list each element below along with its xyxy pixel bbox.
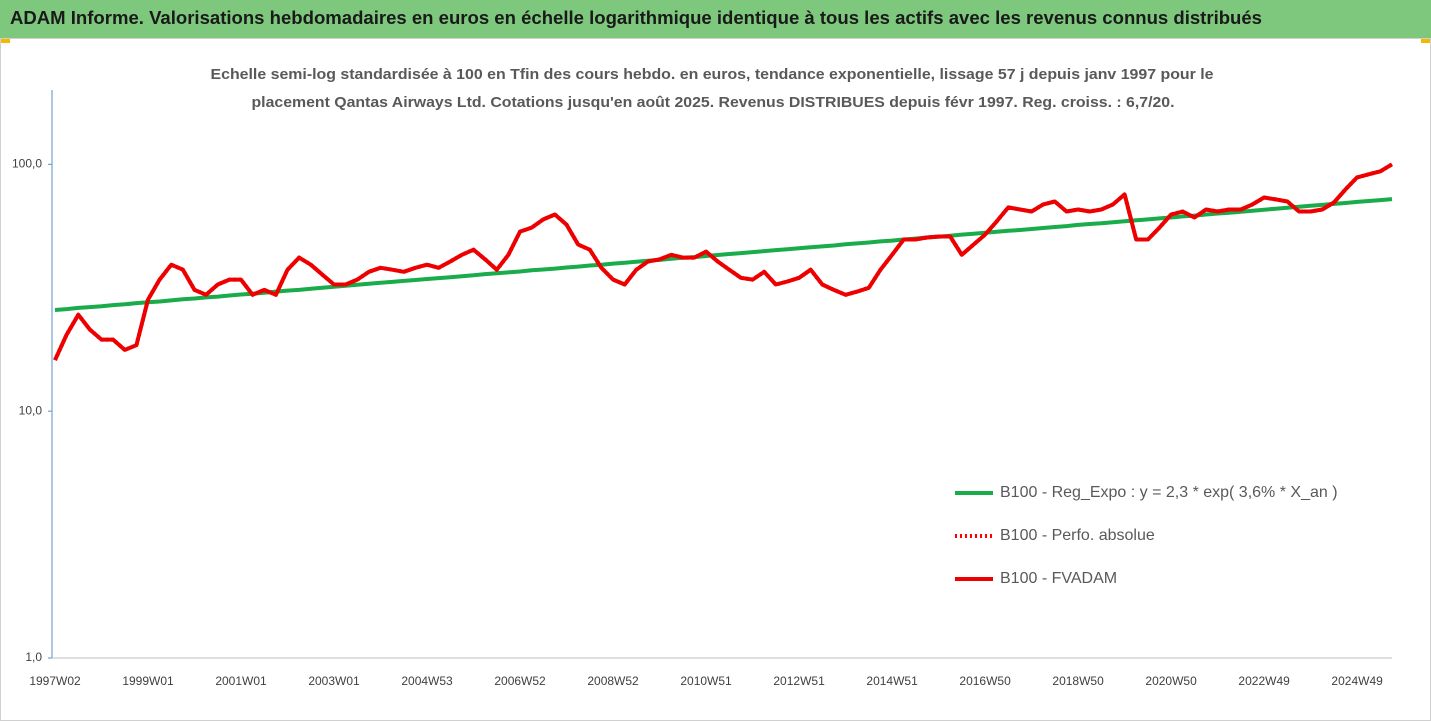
x-tick-label: 2016W50 [959, 674, 1011, 688]
series-line [53, 162, 1394, 361]
legend-label: B100 - Perfo. absolue [1000, 527, 1155, 544]
x-tick-label: 2001W01 [215, 674, 267, 688]
x-tick-label: 2018W50 [1052, 674, 1104, 688]
legend-label: B100 - Reg_Expo : y = 2,3 * exp( 3,6% * … [1000, 484, 1338, 501]
corner-mark [1421, 38, 1431, 43]
x-tick-label: 2012W51 [773, 674, 825, 688]
x-tick-label: 2022W49 [1238, 674, 1290, 688]
chart-subtitle: Echelle semi-log standardisée à 100 en T… [211, 66, 1214, 83]
legend-label: B100 - FVADAM [1000, 570, 1117, 587]
x-tick-label: 2010W51 [680, 674, 732, 688]
x-tick-label: 2024W49 [1331, 674, 1383, 688]
x-tick-label: 2008W52 [587, 674, 639, 688]
x-tick-label: 2020W50 [1145, 674, 1197, 688]
x-tick-label: 2014W51 [866, 674, 918, 688]
chart-subtitle: placement Qantas Airways Ltd. Cotations … [252, 94, 1175, 111]
y-tick-label: 1,0 [25, 650, 42, 664]
x-tick-label: 2006W52 [494, 674, 546, 688]
x-tick-label: 2004W53 [401, 674, 453, 688]
y-tick-label: 100,0 [12, 156, 42, 170]
x-tick-label: 1999W01 [122, 674, 174, 688]
series-line [53, 162, 1394, 361]
corner-mark [0, 38, 10, 43]
x-tick-label: 2003W01 [308, 674, 360, 688]
header-bar [0, 0, 1431, 38]
x-tick-label: 1997W02 [29, 674, 81, 688]
chart-border [0, 38, 1431, 721]
y-tick-label: 10,0 [19, 403, 43, 417]
chart-title: ADAM Informe. Valorisations hebdomadaire… [10, 8, 1262, 28]
